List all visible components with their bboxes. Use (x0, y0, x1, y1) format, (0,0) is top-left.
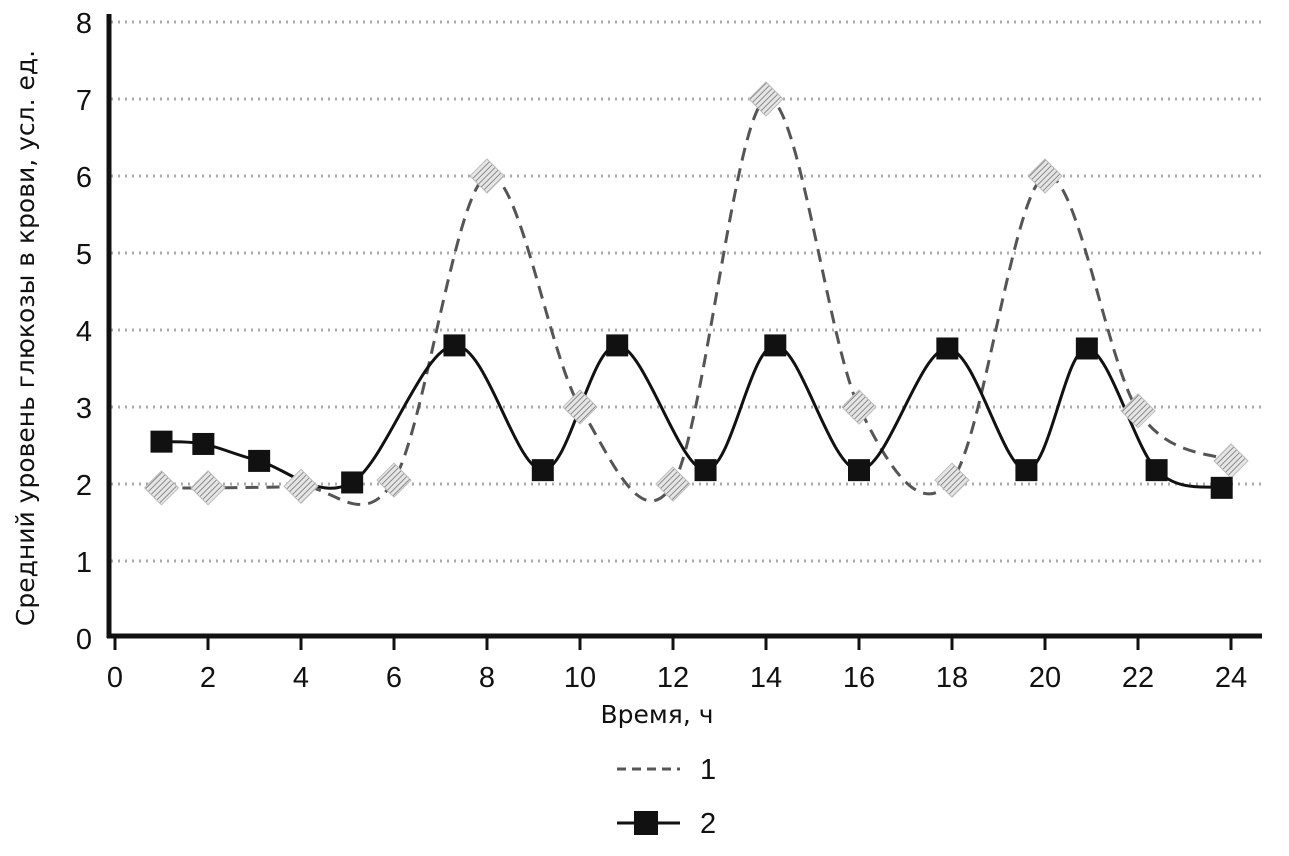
x-tick-label: 18 (936, 662, 968, 694)
legend-label-1: 1 (700, 754, 716, 786)
y-axis-title: Средний уровень глюкозы в крови, усл. ед… (11, 50, 40, 626)
series-2-point (248, 449, 271, 472)
series-2-point (764, 334, 787, 357)
x-tick-label: 4 (293, 662, 309, 694)
y-tick-label: 8 (76, 8, 92, 40)
x-tick-label: 12 (657, 662, 689, 694)
series-2-point (341, 471, 364, 494)
series-1-point (562, 389, 598, 425)
series-1-point (1213, 443, 1249, 479)
y-tick-label: 2 (76, 470, 92, 502)
series-1-point (376, 462, 412, 498)
x-tick-label: 10 (564, 662, 596, 694)
series-2-point (443, 334, 466, 357)
series-2-point (848, 459, 870, 482)
axes (106, 14, 1262, 650)
x-tick-label: 22 (1122, 662, 1154, 694)
x-tick-label: 8 (479, 662, 495, 694)
series-1-point (934, 462, 970, 498)
series-2-point (606, 334, 629, 357)
series-1-point (1120, 393, 1156, 429)
series-1-point (1027, 158, 1063, 194)
y-tick-label: 3 (76, 393, 92, 425)
y-tick-label: 4 (76, 316, 92, 348)
x-tick-label: 20 (1029, 662, 1061, 694)
series-1-point (469, 158, 505, 194)
series-2-point (531, 459, 554, 482)
legend-item-series-1: 1 (617, 754, 716, 786)
series-1-point (143, 470, 180, 506)
series-2-point (1015, 459, 1038, 482)
y-tick-label: 7 (76, 85, 92, 117)
series-2-point (150, 430, 173, 453)
series-1-point (841, 389, 877, 425)
y-tick-label: 5 (76, 239, 92, 271)
legend-square-marker (634, 811, 658, 835)
x-tick-label: 2 (200, 662, 216, 694)
series-lines (161, 97, 1232, 506)
x-tick-label: 16 (843, 662, 875, 694)
series-1-line (161, 97, 1232, 506)
series-1-point (190, 470, 226, 506)
series-1-point (655, 466, 691, 502)
y-tick-label: 6 (76, 162, 92, 194)
series-markers (143, 81, 1249, 506)
series-2-point (1145, 459, 1168, 482)
legend-item-series-2: 2 (617, 808, 716, 840)
series-2-point (694, 459, 717, 482)
legend: 1 2 (617, 754, 716, 840)
series-1-point (283, 468, 319, 505)
series-2-line (161, 343, 1223, 490)
x-tick-label: 14 (750, 662, 782, 694)
y-tick-label: 1 (76, 547, 92, 579)
x-tick-label: 6 (386, 662, 402, 694)
legend-label-2: 2 (700, 808, 716, 840)
series-1-point (748, 81, 784, 117)
x-tick-label: 24 (1215, 662, 1247, 694)
series-2-point (936, 337, 959, 360)
y-tick-label: 0 (76, 624, 92, 656)
series-2-point (1210, 476, 1233, 499)
x-axis-title: Время, ч (601, 700, 714, 729)
x-tick-label: 0 (107, 662, 123, 694)
series-2-point (192, 432, 215, 455)
series-2-point (1075, 337, 1098, 360)
